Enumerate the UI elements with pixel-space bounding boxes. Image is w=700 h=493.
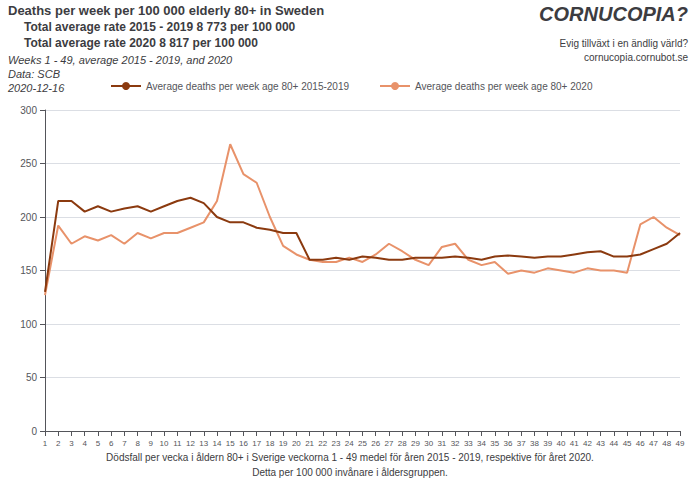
svg-text:49: 49: [676, 439, 685, 448]
svg-text:0: 0: [31, 426, 37, 437]
svg-text:17: 17: [252, 439, 261, 448]
svg-text:28: 28: [398, 439, 407, 448]
svg-text:4: 4: [82, 439, 87, 448]
svg-text:18: 18: [265, 439, 274, 448]
svg-text:12: 12: [186, 439, 195, 448]
svg-text:26: 26: [371, 439, 380, 448]
svg-text:30: 30: [424, 439, 433, 448]
svg-text:Evig tillväxt i en ändlig värl: Evig tillväxt i en ändlig värld?: [560, 38, 689, 49]
svg-text:21: 21: [305, 439, 314, 448]
svg-text:45: 45: [623, 439, 632, 448]
svg-text:29: 29: [411, 439, 420, 448]
svg-text:6: 6: [109, 439, 114, 448]
svg-text:48: 48: [662, 439, 671, 448]
svg-text:5: 5: [96, 439, 101, 448]
svg-text:27: 27: [385, 439, 394, 448]
svg-text:39: 39: [543, 439, 552, 448]
svg-text:38: 38: [530, 439, 539, 448]
svg-text:34: 34: [477, 439, 486, 448]
svg-text:Average deaths per week age 80: Average deaths per week age 80+ 2015-201…: [146, 81, 349, 92]
svg-text:8: 8: [135, 439, 140, 448]
svg-text:14: 14: [213, 439, 222, 448]
svg-text:200: 200: [20, 212, 37, 223]
svg-text:15: 15: [226, 439, 235, 448]
svg-text:cornucopia.cornubot.se: cornucopia.cornubot.se: [584, 52, 688, 63]
svg-text:Weeks 1 - 49, average 2015 - 2: Weeks 1 - 49, average 2015 - 2019, and 2…: [8, 54, 233, 66]
svg-text:35: 35: [490, 439, 499, 448]
svg-text:43: 43: [596, 439, 605, 448]
svg-text:13: 13: [199, 439, 208, 448]
svg-text:40: 40: [556, 439, 565, 448]
svg-text:16: 16: [239, 439, 248, 448]
svg-text:32: 32: [451, 439, 460, 448]
svg-text:33: 33: [464, 439, 473, 448]
svg-text:1: 1: [43, 439, 48, 448]
svg-text:47: 47: [649, 439, 658, 448]
svg-text:2020-12-16: 2020-12-16: [7, 82, 65, 94]
svg-text:2: 2: [56, 439, 61, 448]
svg-text:Average deaths per week age 80: Average deaths per week age 80+ 2020: [415, 81, 593, 92]
svg-text:250: 250: [20, 158, 37, 169]
svg-text:Total average rate 2020 8 817: Total average rate 2020 8 817 per 100 00…: [24, 36, 258, 50]
svg-text:37: 37: [517, 439, 526, 448]
svg-text:CORNUCOPIA?: CORNUCOPIA?: [539, 3, 688, 25]
svg-text:36: 36: [504, 439, 513, 448]
svg-text:20: 20: [292, 439, 301, 448]
svg-text:46: 46: [636, 439, 645, 448]
svg-text:50: 50: [26, 372, 38, 383]
svg-text:41: 41: [570, 439, 579, 448]
svg-text:42: 42: [583, 439, 592, 448]
svg-text:7: 7: [122, 439, 127, 448]
svg-text:11: 11: [173, 439, 182, 448]
svg-text:22: 22: [318, 439, 327, 448]
svg-text:Total average rate 2015 - 2019: Total average rate 2015 - 2019 8 773 per…: [24, 20, 296, 34]
svg-text:10: 10: [160, 439, 169, 448]
svg-text:300: 300: [20, 105, 37, 116]
svg-text:24: 24: [345, 439, 354, 448]
svg-text:Deaths per week per 100 000 el: Deaths per week per 100 000 elderly 80+ …: [8, 3, 324, 18]
svg-text:19: 19: [279, 439, 288, 448]
svg-text:Dödsfall per vecka i åldern 80: Dödsfall per vecka i åldern 80+ i Sverig…: [106, 452, 594, 463]
svg-text:3: 3: [69, 439, 74, 448]
svg-text:31: 31: [437, 439, 446, 448]
svg-text:Detta per 100 000 invånare i å: Detta per 100 000 invånare i åldersgrupp…: [252, 467, 448, 478]
svg-text:23: 23: [332, 439, 341, 448]
svg-text:44: 44: [609, 439, 618, 448]
svg-text:150: 150: [20, 265, 37, 276]
svg-text:Data: SCB: Data: SCB: [8, 68, 60, 80]
svg-text:9: 9: [149, 439, 154, 448]
svg-text:25: 25: [358, 439, 367, 448]
svg-text:100: 100: [20, 319, 37, 330]
